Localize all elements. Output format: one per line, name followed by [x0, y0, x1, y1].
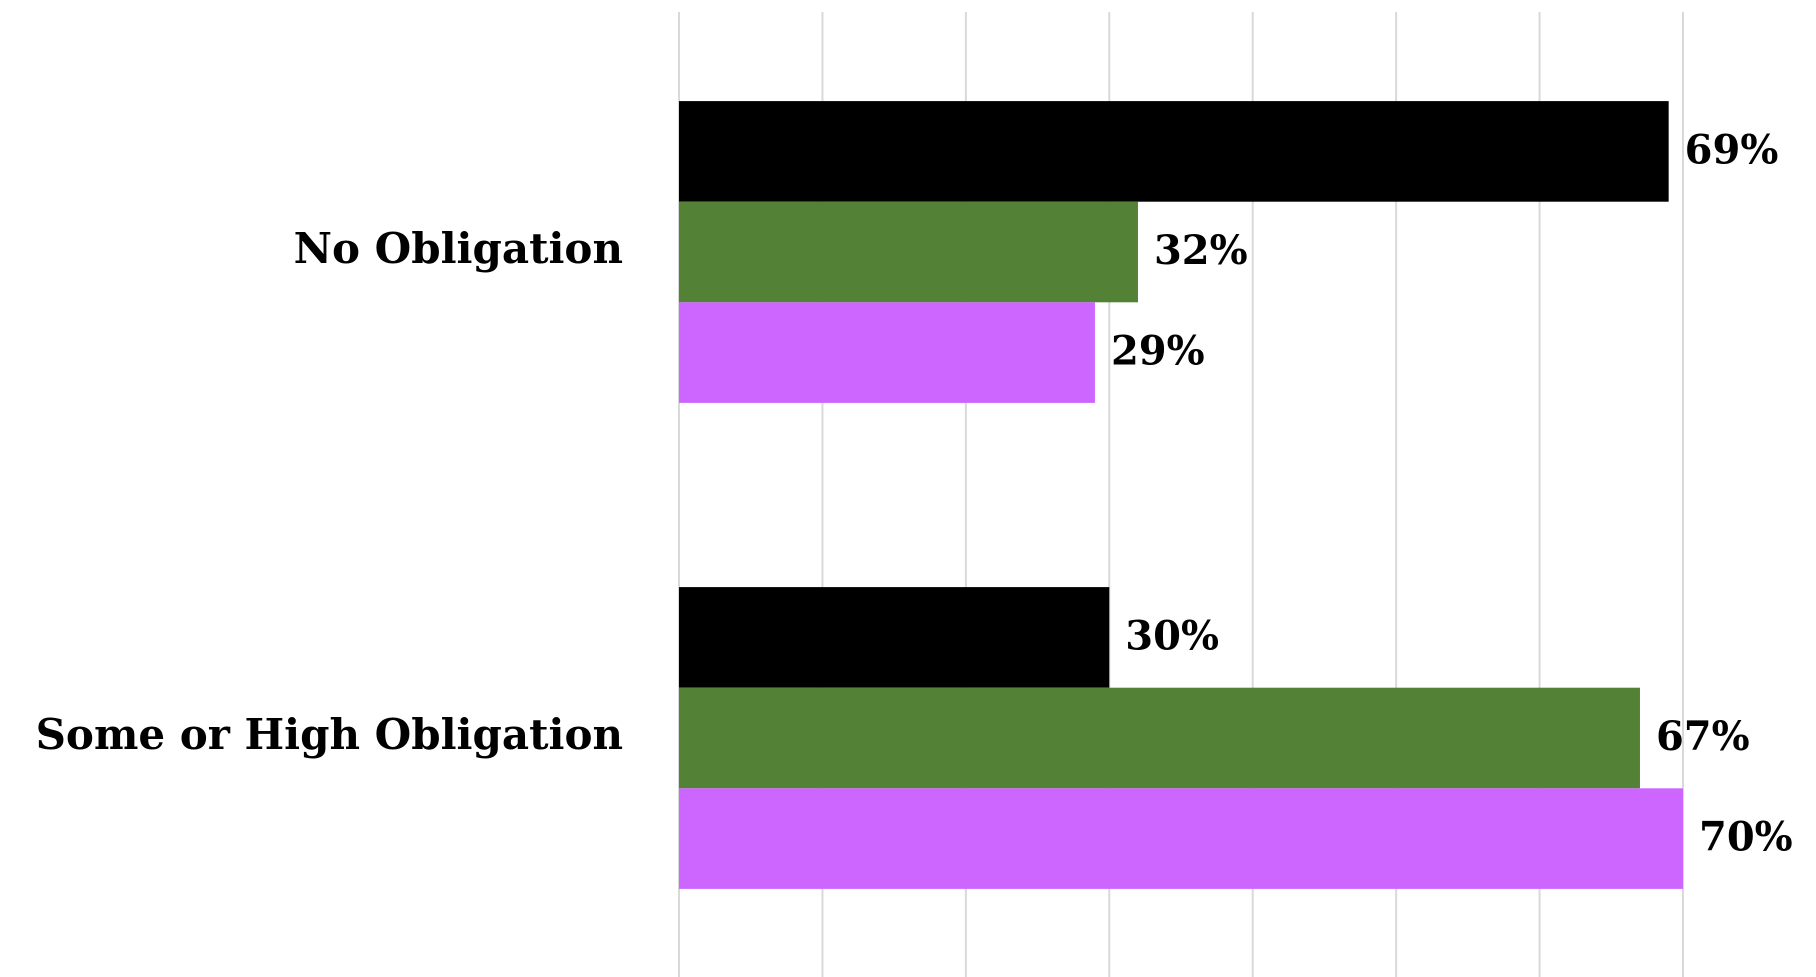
value-label: 70%: [1699, 814, 1793, 861]
bar: [679, 201, 1138, 303]
bar: [679, 587, 1110, 688]
bar: [679, 788, 1683, 889]
value-label: 67%: [1656, 713, 1750, 760]
category-label: Some or High Obligation: [36, 710, 623, 759]
value-label: 30%: [1125, 612, 1219, 659]
value-label: 69%: [1685, 126, 1779, 173]
value-label: 32%: [1154, 227, 1248, 274]
bar: [679, 101, 1669, 202]
value-label: 29%: [1111, 328, 1205, 375]
category-label: No Obligation: [294, 224, 623, 273]
bar: [679, 302, 1095, 403]
bar: [679, 687, 1640, 789]
